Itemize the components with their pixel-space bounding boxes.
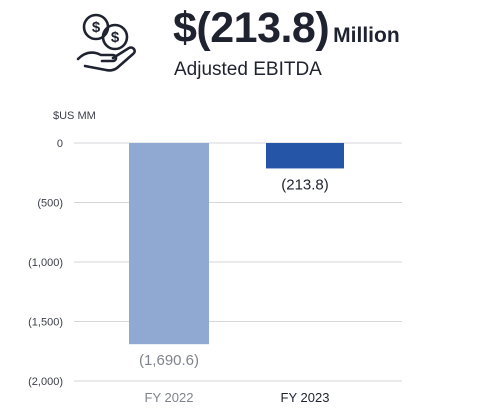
- data-label: (1,690.6): [139, 352, 199, 369]
- y-tick-label: (1,500): [28, 317, 63, 329]
- hand-with-coins-icon: $ $: [76, 13, 136, 72]
- svg-text:$: $: [92, 19, 101, 36]
- y-tick-label: 0: [57, 138, 63, 150]
- headline-value: $(213.8): [173, 4, 330, 52]
- bar: [129, 143, 209, 345]
- x-category-label: FY 2022: [145, 390, 194, 405]
- y-tick-label: (500): [37, 198, 63, 210]
- bar: [266, 143, 344, 169]
- header: $ $ $(213.8) Million Adjusted EBITDA: [0, 0, 477, 95]
- y-tick-label: (2,000): [28, 376, 63, 388]
- svg-text:$: $: [111, 29, 120, 46]
- headline-unit: Million: [333, 24, 400, 47]
- data-label: (213.8): [281, 176, 329, 193]
- y-axis-unit-label: $US MM: [53, 110, 96, 122]
- y-tick-label: (1,000): [28, 257, 63, 269]
- x-category-label: FY 2023: [281, 390, 330, 405]
- subtitle: Adjusted EBITDA: [174, 59, 322, 80]
- headline: $(213.8) Million: [173, 4, 400, 53]
- bar-chart: $US MM 0 (500) (1,000) (1,500) (2,000) (1,690.…: [28, 110, 402, 405]
